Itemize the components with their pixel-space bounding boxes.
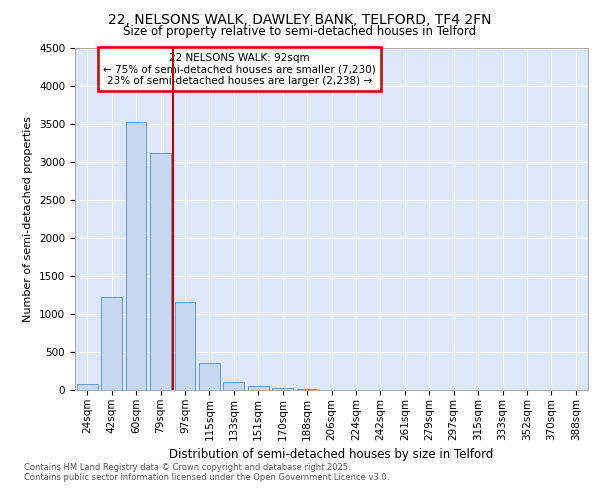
X-axis label: Distribution of semi-detached houses by size in Telford: Distribution of semi-detached houses by … (169, 448, 494, 461)
Bar (248, 386, 269, 390)
Bar (150, 154, 171, 390)
Text: Contains HM Land Registry data © Crown copyright and database right 2025.: Contains HM Land Registry data © Crown c… (24, 462, 350, 471)
Bar (77, 384, 98, 390)
Bar (125, 122, 146, 390)
Text: Contains public sector information licensed under the Open Government Licence v3: Contains public sector information licen… (24, 472, 389, 482)
Bar (101, 297, 122, 390)
Bar (223, 382, 244, 390)
Bar (272, 388, 293, 390)
Text: 22 NELSONS WALK: 92sqm
← 75% of semi-detached houses are smaller (7,230)
23% of : 22 NELSONS WALK: 92sqm ← 75% of semi-det… (103, 52, 376, 86)
Text: Size of property relative to semi-detached houses in Telford: Size of property relative to semi-detach… (124, 25, 476, 38)
Text: 22, NELSONS WALK, DAWLEY BANK, TELFORD, TF4 2FN: 22, NELSONS WALK, DAWLEY BANK, TELFORD, … (108, 12, 492, 26)
Bar (175, 302, 196, 390)
Y-axis label: Number of semi-detached properties: Number of semi-detached properties (23, 116, 34, 322)
Bar (199, 364, 220, 390)
